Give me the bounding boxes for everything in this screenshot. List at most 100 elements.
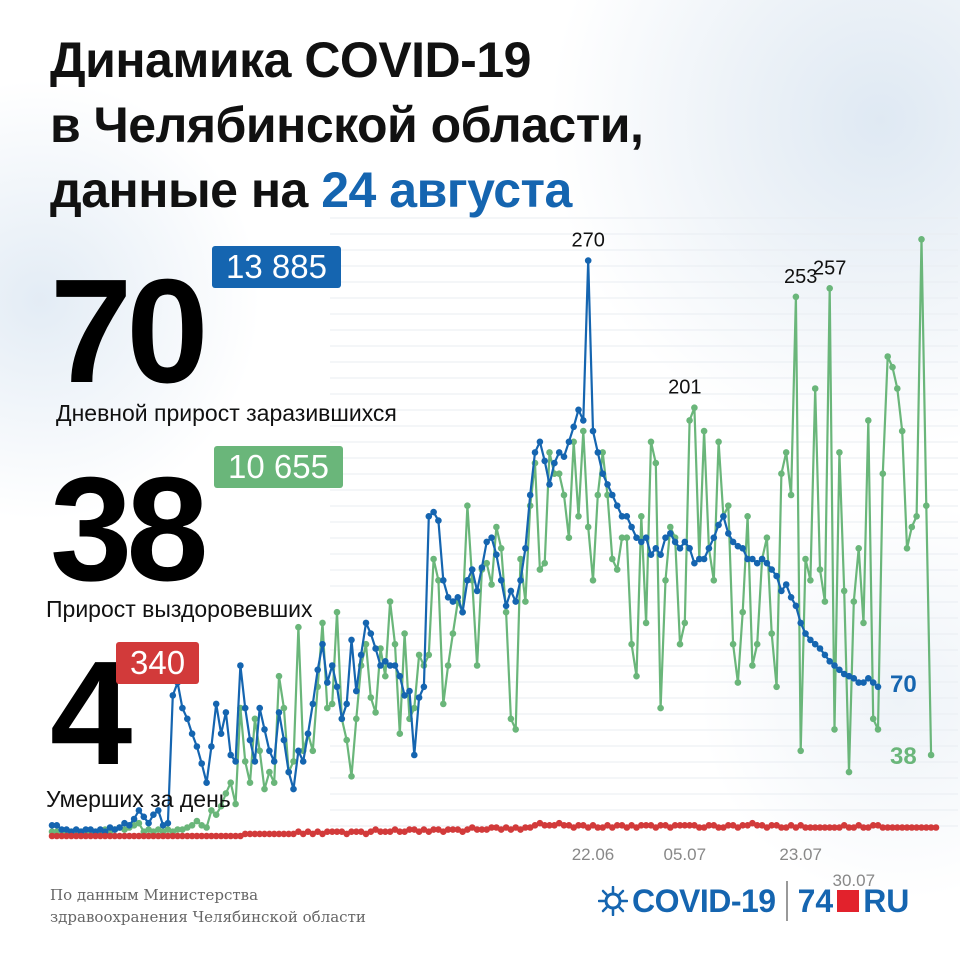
- infected-point: [130, 815, 138, 823]
- infected-point: [773, 572, 780, 580]
- deaths-point: [594, 824, 602, 831]
- recovered-point: [222, 790, 230, 797]
- recovered-point: [362, 640, 370, 648]
- infected-point: [406, 687, 413, 695]
- recovered-point: [372, 709, 379, 716]
- recovered-point: [691, 404, 698, 412]
- recovered-daily-value: 38: [50, 447, 209, 612]
- infected-point: [821, 651, 829, 659]
- infected-point: [686, 545, 693, 552]
- infected-point: [710, 534, 718, 541]
- infected-point: [618, 513, 626, 520]
- recovered-point: [270, 779, 278, 786]
- infected-point: [179, 704, 186, 712]
- deaths-point: [884, 824, 891, 831]
- deaths-point: [676, 822, 684, 829]
- infected-point: [869, 679, 877, 686]
- infected-point: [802, 630, 809, 637]
- deaths-point: [894, 824, 901, 831]
- recovered-point: [753, 640, 761, 648]
- infected-point: [613, 502, 621, 510]
- infected-point: [763, 559, 771, 567]
- infected-point: [362, 619, 370, 627]
- deaths-point: [92, 832, 99, 840]
- recovered-point: [734, 679, 742, 686]
- infected-point: [333, 683, 341, 691]
- title-line-2: в Челябинской области,: [50, 97, 644, 153]
- recovered-point: [826, 285, 833, 292]
- recovered-point: [840, 587, 848, 595]
- deaths-point: [382, 828, 389, 835]
- deaths-point: [188, 832, 196, 840]
- deaths-point: [68, 832, 75, 840]
- recovered-point: [536, 566, 544, 573]
- infected-point: [865, 675, 872, 682]
- recovered-point: [831, 726, 838, 733]
- infected-point: [584, 257, 592, 264]
- recovered-point: [802, 555, 809, 563]
- infected-point: [435, 517, 442, 524]
- peak-annotation: 253: [784, 266, 817, 288]
- infected-point: [82, 826, 90, 833]
- recovered-point: [807, 577, 814, 584]
- infected-point: [623, 513, 631, 520]
- infected-point: [551, 459, 558, 467]
- infected-point: [444, 594, 452, 601]
- recovered-point: [188, 822, 196, 829]
- infected-point: [681, 538, 689, 546]
- deaths-point: [348, 828, 355, 835]
- recovered-point: [396, 730, 404, 737]
- deaths-point: [82, 832, 90, 840]
- deaths-point: [48, 832, 56, 840]
- deaths-point: [473, 826, 481, 833]
- deaths-point: [879, 824, 887, 831]
- infected-point: [667, 530, 674, 537]
- recovered-point: [174, 826, 181, 833]
- recovered-point: [507, 715, 515, 723]
- deaths-point: [671, 822, 679, 829]
- recovered-point: [879, 470, 887, 478]
- deaths-point: [522, 824, 529, 831]
- deaths-point: [212, 832, 220, 840]
- infected-point: [193, 743, 201, 750]
- infected-point: [488, 534, 495, 541]
- deaths-point: [831, 824, 838, 831]
- recovered-point: [681, 619, 689, 627]
- recovered-point: [725, 502, 732, 510]
- deaths-point: [184, 832, 191, 840]
- infected-point: [729, 538, 737, 546]
- recovered-point: [217, 802, 225, 810]
- infected-point: [768, 566, 775, 573]
- infected-point: [299, 758, 307, 765]
- deaths-point: [203, 832, 210, 840]
- deaths-point: [913, 824, 920, 831]
- recovered-point: [850, 598, 858, 605]
- recovered-point: [787, 491, 795, 499]
- deaths-point: [560, 822, 568, 829]
- deaths-point: [778, 824, 785, 831]
- infected-point: [855, 679, 862, 686]
- title-date: 24 августа: [321, 162, 572, 218]
- recovered-point: [261, 785, 268, 793]
- deaths-point: [657, 822, 664, 829]
- deaths-point: [324, 828, 331, 835]
- infected-point: [541, 457, 548, 465]
- deaths-caption: Умерших за день: [46, 786, 231, 812]
- infected-point: [386, 662, 394, 669]
- infected-point: [546, 481, 553, 488]
- infected-point: [212, 700, 220, 708]
- recovered-point: [662, 577, 669, 584]
- recovered-point: [652, 459, 660, 467]
- recovered-point: [382, 672, 389, 680]
- deaths-point: [256, 830, 264, 838]
- recovered-point: [836, 449, 843, 456]
- infected-point: [778, 587, 785, 595]
- deaths-point: [101, 832, 109, 840]
- recovered-point: [328, 700, 336, 708]
- infected-point: [874, 683, 882, 691]
- deaths-point: [753, 822, 761, 829]
- recovered-point: [493, 523, 500, 531]
- recovered-point: [797, 747, 804, 755]
